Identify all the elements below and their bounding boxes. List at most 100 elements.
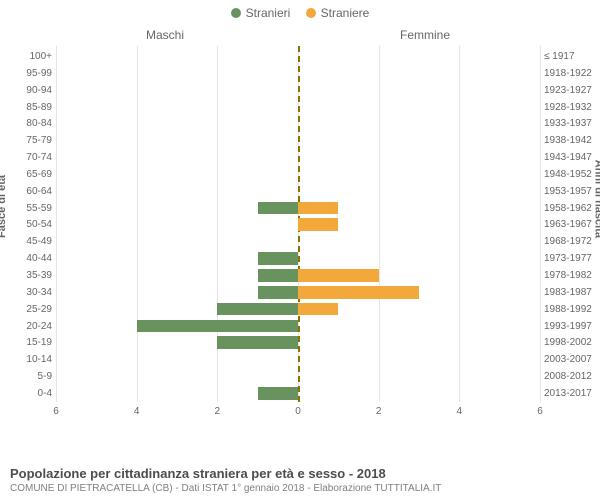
birth-year-label: 1998-2002 (544, 334, 596, 351)
age-label: 45-49 (10, 233, 52, 250)
bar-male (258, 286, 298, 299)
birth-year-label: 1973-1977 (544, 250, 596, 267)
bar-female (298, 202, 338, 215)
birth-year-label: 1968-1972 (544, 233, 596, 250)
legend-dot-female (306, 8, 316, 18)
population-pyramid-chart: Maschi Femmine Fasce di età Anni di nasc… (0, 28, 600, 448)
age-row: 25-291988-1992 (56, 301, 540, 318)
birth-year-label: 2003-2007 (544, 351, 596, 368)
x-tick-label: 2 (215, 406, 221, 417)
y-axis-title-left: Fasce di età (0, 175, 8, 238)
birth-year-label: 1953-1957 (544, 183, 596, 200)
bar-male (217, 336, 298, 349)
birth-year-label: 1978-1982 (544, 267, 596, 284)
age-label: 100+ (10, 48, 52, 65)
birth-year-label: 1963-1967 (544, 216, 596, 233)
age-label: 50-54 (10, 216, 52, 233)
age-label: 80-84 (10, 115, 52, 132)
birth-year-label: 1928-1932 (544, 99, 596, 116)
x-tick-label: 0 (295, 406, 301, 417)
birth-year-label: 1943-1947 (544, 149, 596, 166)
age-row: 15-191998-2002 (56, 334, 540, 351)
legend-label-female: Straniere (321, 6, 370, 20)
chart-subtitle: COMUNE DI PIETRACATELLA (CB) - Dati ISTA… (10, 483, 590, 494)
age-row: 80-841933-1937 (56, 115, 540, 132)
x-tick-label: 6 (53, 406, 59, 417)
x-tick-label: 6 (537, 406, 543, 417)
birth-year-label: 2013-2017 (544, 385, 596, 402)
age-label: 15-19 (10, 334, 52, 351)
bar-female (298, 269, 379, 282)
legend-item-female: Straniere (306, 6, 370, 20)
age-row: 10-142003-2007 (56, 351, 540, 368)
age-row: 70-741943-1947 (56, 149, 540, 166)
age-label: 95-99 (10, 65, 52, 82)
bar-male (258, 387, 298, 400)
birth-year-label: 1923-1927 (544, 82, 596, 99)
x-tick-label: 4 (134, 406, 140, 417)
birth-year-label: 1988-1992 (544, 301, 596, 318)
birth-year-label: 1983-1987 (544, 284, 596, 301)
birth-year-label: 1948-1952 (544, 166, 596, 183)
age-row: 85-891928-1932 (56, 99, 540, 116)
age-label: 20-24 (10, 318, 52, 335)
birth-year-label: 1958-1962 (544, 200, 596, 217)
chart-title: Popolazione per cittadinanza straniera p… (10, 466, 590, 481)
age-row: 30-341983-1987 (56, 284, 540, 301)
age-label: 10-14 (10, 351, 52, 368)
legend-label-male: Stranieri (246, 6, 291, 20)
age-label: 60-64 (10, 183, 52, 200)
bar-male (258, 202, 298, 215)
bar-male (258, 269, 298, 282)
age-label: 5-9 (10, 368, 52, 385)
age-label: 70-74 (10, 149, 52, 166)
age-label: 40-44 (10, 250, 52, 267)
age-row: 45-491968-1972 (56, 233, 540, 250)
age-row: 50-541963-1967 (56, 216, 540, 233)
age-row: 60-641953-1957 (56, 183, 540, 200)
age-row: 20-241993-1997 (56, 318, 540, 335)
birth-year-label: ≤ 1917 (544, 48, 596, 65)
birth-year-label: 1918-1922 (544, 65, 596, 82)
age-row: 95-991918-1922 (56, 65, 540, 82)
age-label: 65-69 (10, 166, 52, 183)
chart-footer: Popolazione per cittadinanza straniera p… (10, 466, 590, 494)
bar-female (298, 303, 338, 316)
age-label: 35-39 (10, 267, 52, 284)
x-tick-label: 2 (376, 406, 382, 417)
bar-female (298, 218, 338, 231)
birth-year-label: 2008-2012 (544, 368, 596, 385)
bar-female (298, 286, 419, 299)
age-label: 75-79 (10, 132, 52, 149)
x-ticks: 6 4 2 0 2 4 6 (56, 402, 540, 424)
age-label: 0-4 (10, 385, 52, 402)
age-row: 35-391978-1982 (56, 267, 540, 284)
subtitle-female: Femmine (310, 28, 540, 42)
age-label: 25-29 (10, 301, 52, 318)
legend-item-male: Stranieri (231, 6, 291, 20)
x-tick-label: 4 (457, 406, 463, 417)
bar-male (137, 320, 298, 333)
birth-year-label: 1993-1997 (544, 318, 596, 335)
age-label: 90-94 (10, 82, 52, 99)
age-row: 5-92008-2012 (56, 368, 540, 385)
gridline (540, 46, 541, 402)
age-label: 55-59 (10, 200, 52, 217)
subtitle-male: Maschi (50, 28, 280, 42)
age-row: 65-691948-1952 (56, 166, 540, 183)
birth-year-label: 1938-1942 (544, 132, 596, 149)
age-label: 30-34 (10, 284, 52, 301)
bar-male (258, 252, 298, 265)
plot-area: 100+≤ 191795-991918-192290-941923-192785… (56, 46, 540, 424)
legend-dot-male (231, 8, 241, 18)
rows-container: 100+≤ 191795-991918-192290-941923-192785… (56, 48, 540, 402)
age-row: 75-791938-1942 (56, 132, 540, 149)
age-row: 0-42013-2017 (56, 385, 540, 402)
age-label: 85-89 (10, 99, 52, 116)
age-row: 90-941923-1927 (56, 82, 540, 99)
birth-year-label: 1933-1937 (544, 115, 596, 132)
legend: Stranieri Straniere (0, 6, 600, 21)
age-row: 100+≤ 1917 (56, 48, 540, 65)
age-row: 40-441973-1977 (56, 250, 540, 267)
age-row: 55-591958-1962 (56, 200, 540, 217)
